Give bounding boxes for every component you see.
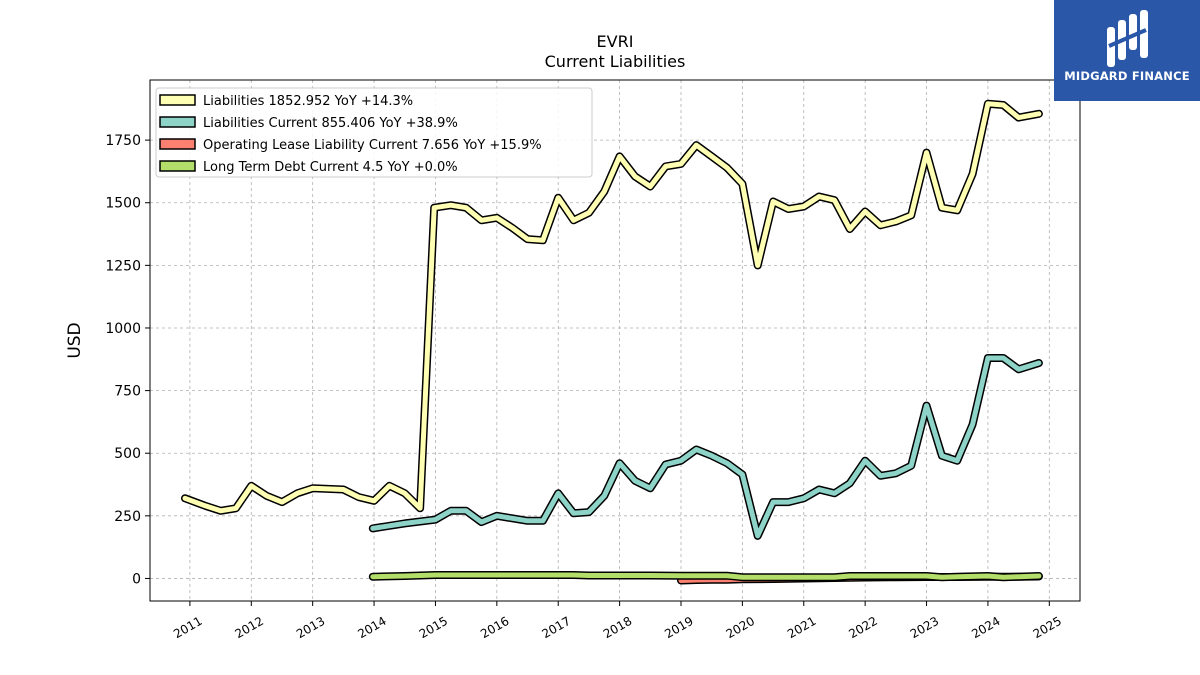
x-tick-label: 2011 <box>171 614 204 641</box>
x-tick-label: 2024 <box>969 614 1002 641</box>
y-tick-label: 1500 <box>105 196 141 212</box>
y-tick-label: 1000 <box>105 321 141 337</box>
y-tick-label: 750 <box>114 384 141 400</box>
x-tick-label: 2013 <box>294 614 327 641</box>
series-line-long-term-debt-current <box>370 572 1042 580</box>
legend-entry: Liabilities Current 855.406 YoY +38.9% <box>203 116 458 131</box>
series-line-liabilities <box>182 101 1042 514</box>
x-tick-label: 2012 <box>233 614 266 641</box>
legend-swatch <box>159 116 196 128</box>
x-tick-label: 2022 <box>846 614 879 641</box>
logo-mark-icon <box>1107 10 1148 67</box>
series-line-liabilities-current <box>370 355 1042 539</box>
x-tick-label: 2017 <box>539 614 572 641</box>
plot-frame <box>149 79 1081 602</box>
x-tick-label: 2016 <box>478 614 511 641</box>
chart-title: EVRI <box>596 32 634 51</box>
legend-entry: Operating Lease Liability Current 7.656 … <box>203 138 542 153</box>
legend-entry: Long Term Debt Current 4.5 YoY +0.0% <box>203 160 458 175</box>
y-tick-label: 0 <box>132 571 141 587</box>
chart-subtitle: Current Liabilities <box>544 52 686 71</box>
x-tick-label: 2015 <box>417 614 450 641</box>
y-tick-label: 250 <box>114 509 141 525</box>
logo-text: MIDGARD FINANCE <box>1064 69 1190 83</box>
x-tick-label: 2025 <box>1031 614 1064 641</box>
y-axis-label: USD <box>65 322 85 358</box>
y-tick-label: 1750 <box>105 133 141 149</box>
legend-swatch <box>159 94 196 106</box>
x-tick-label: 2019 <box>662 614 695 641</box>
midgard-finance-logo: MIDGARD FINANCE <box>1054 0 1200 101</box>
y-tick-label: 1250 <box>105 258 141 274</box>
legend-swatch <box>159 160 196 172</box>
legend-swatch <box>159 138 196 150</box>
legend-entry: Liabilities 1852.952 YoY +14.3% <box>203 94 413 109</box>
x-tick-label: 2014 <box>355 614 388 641</box>
x-tick-label: 2018 <box>601 614 634 641</box>
x-tick-label: 2021 <box>785 614 818 641</box>
y-tick-label: 500 <box>114 446 141 462</box>
x-tick-label: 2023 <box>908 614 941 641</box>
legend-box <box>155 87 593 178</box>
legend: Liabilities 1852.952 YoY +14.3% Liabiliti… <box>155 87 593 178</box>
x-tick-label: 2020 <box>724 614 757 641</box>
